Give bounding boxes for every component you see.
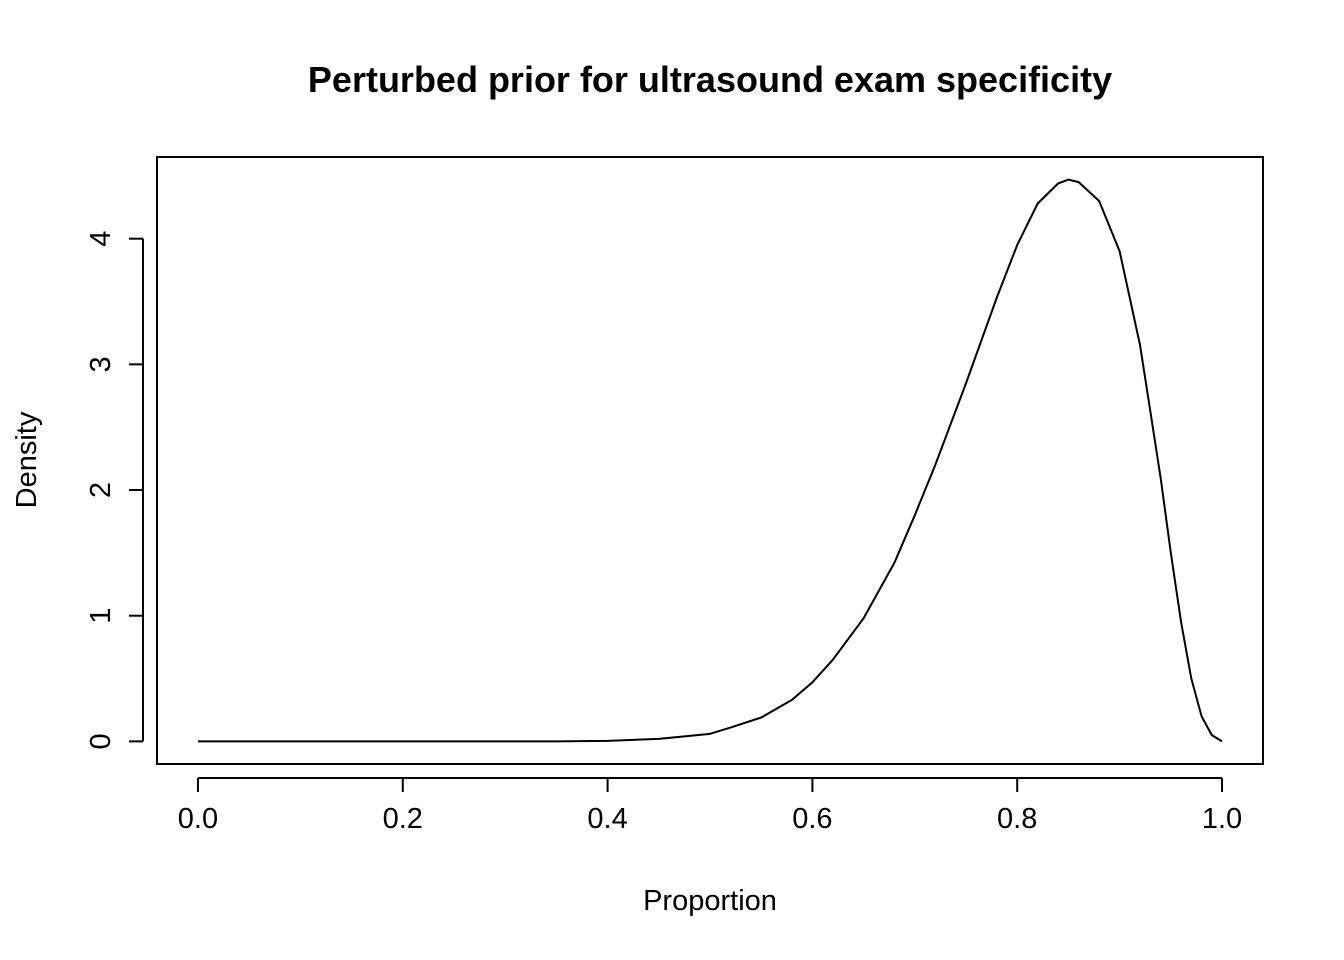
x-tick-label: 1.0 [1202, 803, 1242, 835]
x-tick-label: 0.0 [178, 803, 218, 835]
chart-title: Perturbed prior for ultrasound exam spec… [308, 59, 1112, 100]
y-axis: 0 1 2 3 4 [85, 231, 144, 749]
x-tick-label: 0.8 [997, 803, 1037, 835]
x-axis-label: Proportion [643, 885, 777, 917]
plot-frame [156, 156, 1264, 765]
x-tick-label: 0.6 [792, 803, 832, 835]
x-tick-label: 0.2 [383, 803, 423, 835]
y-tick-label: 3 [85, 356, 117, 372]
y-tick-label: 2 [85, 482, 117, 498]
y-tick-label: 1 [85, 608, 117, 624]
x-axis: 0.0 0.2 0.4 0.6 0.8 1.0 [178, 777, 1242, 835]
y-axis-label: Density [11, 411, 43, 508]
y-tick-label: 4 [85, 231, 117, 247]
x-tick-label: 0.4 [587, 803, 627, 835]
series-layer [197, 178, 1223, 743]
density-line [197, 178, 1223, 743]
y-tick-label: 0 [85, 733, 117, 749]
